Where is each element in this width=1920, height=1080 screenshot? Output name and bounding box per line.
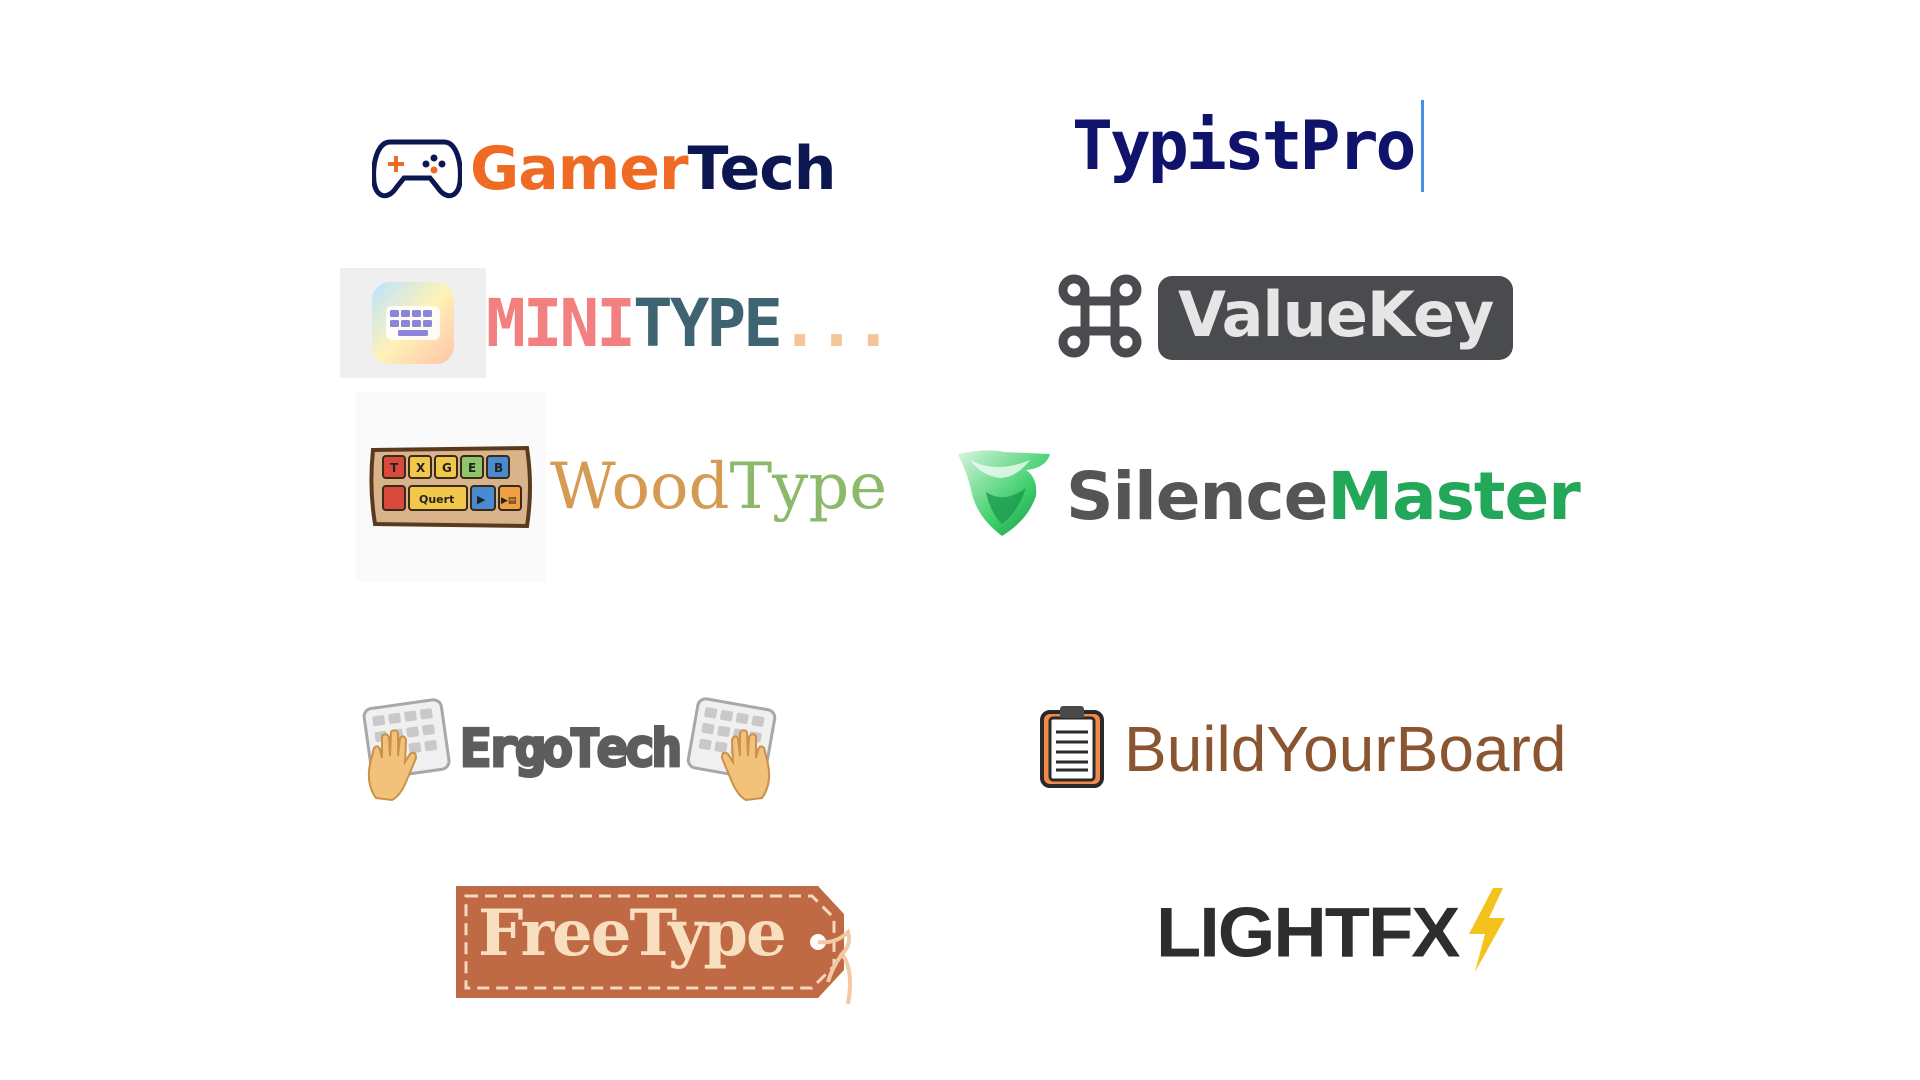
gamertech-logo: GamerTech	[371, 132, 837, 206]
silencemaster-part1: Silence	[1066, 457, 1328, 535]
valuekey-badge: ValueKey	[1158, 276, 1514, 360]
buildyourboard-text: BuildYourBoard	[1124, 713, 1567, 785]
woodtype-part2: Type	[729, 450, 888, 524]
gamertech-part1: Gamer	[470, 134, 689, 204]
silencemaster-part2: Master	[1327, 457, 1580, 535]
keyboard-app-icon	[340, 268, 486, 378]
wood-key-8: ▶▤	[501, 496, 516, 506]
typistpro-logo: TypistPro	[1072, 100, 1425, 192]
minitype-part1: MINI	[486, 284, 636, 362]
woodtype-logo: T X G E B Quert ▶ ▶▤ WoodType	[356, 392, 887, 582]
wood-key-7: ▶	[477, 493, 486, 506]
wood-key-6: Quert	[419, 493, 454, 506]
lightning-bolt-icon	[1463, 888, 1507, 976]
freetype-text: FreeType	[478, 896, 787, 971]
ergotech-text: ErgoTech	[458, 718, 683, 781]
wood-key-4: E	[468, 461, 476, 475]
wooden-keyboard-icon: T X G E B Quert ▶ ▶▤	[356, 392, 546, 582]
ergotech-logo: ErgoTech	[358, 692, 780, 806]
freetype-logo: FreeType	[456, 884, 856, 1014]
minitype-dots: ...	[779, 284, 893, 362]
wood-key-5: B	[494, 461, 503, 475]
silencemaster-logo: SilenceMaster	[956, 448, 1581, 544]
buildyourboard-logo: BuildYourBoard	[1038, 704, 1566, 794]
valuekey-logo: ValueKey	[1056, 272, 1514, 364]
minitype-logo: MINITYPE...	[340, 268, 893, 378]
command-key-icon	[1056, 272, 1144, 364]
minitype-part2: TYPE	[632, 284, 783, 362]
wood-key-1: T	[390, 461, 399, 475]
gamertech-part2: Tech	[687, 134, 837, 204]
woodtype-part1: Wood	[550, 450, 730, 524]
keyboard-hand-icon	[684, 692, 780, 806]
valuekey-text: ValueKey	[1178, 277, 1494, 351]
wood-key-3: G	[442, 461, 452, 475]
typistpro-text: TypistPro	[1072, 106, 1416, 186]
lightfx-text: LIGHTFX	[1156, 892, 1461, 972]
wood-key-2: X	[416, 461, 426, 475]
keyboard-hand-icon	[358, 692, 454, 806]
clipboard-icon	[1038, 704, 1106, 794]
green-shield-icon	[956, 448, 1052, 544]
gamepad-icon	[371, 132, 463, 206]
text-cursor-icon	[1421, 100, 1425, 192]
lightfx-logo: LIGHTFX	[1156, 888, 1507, 976]
tag-icon: FreeType	[456, 884, 856, 1014]
